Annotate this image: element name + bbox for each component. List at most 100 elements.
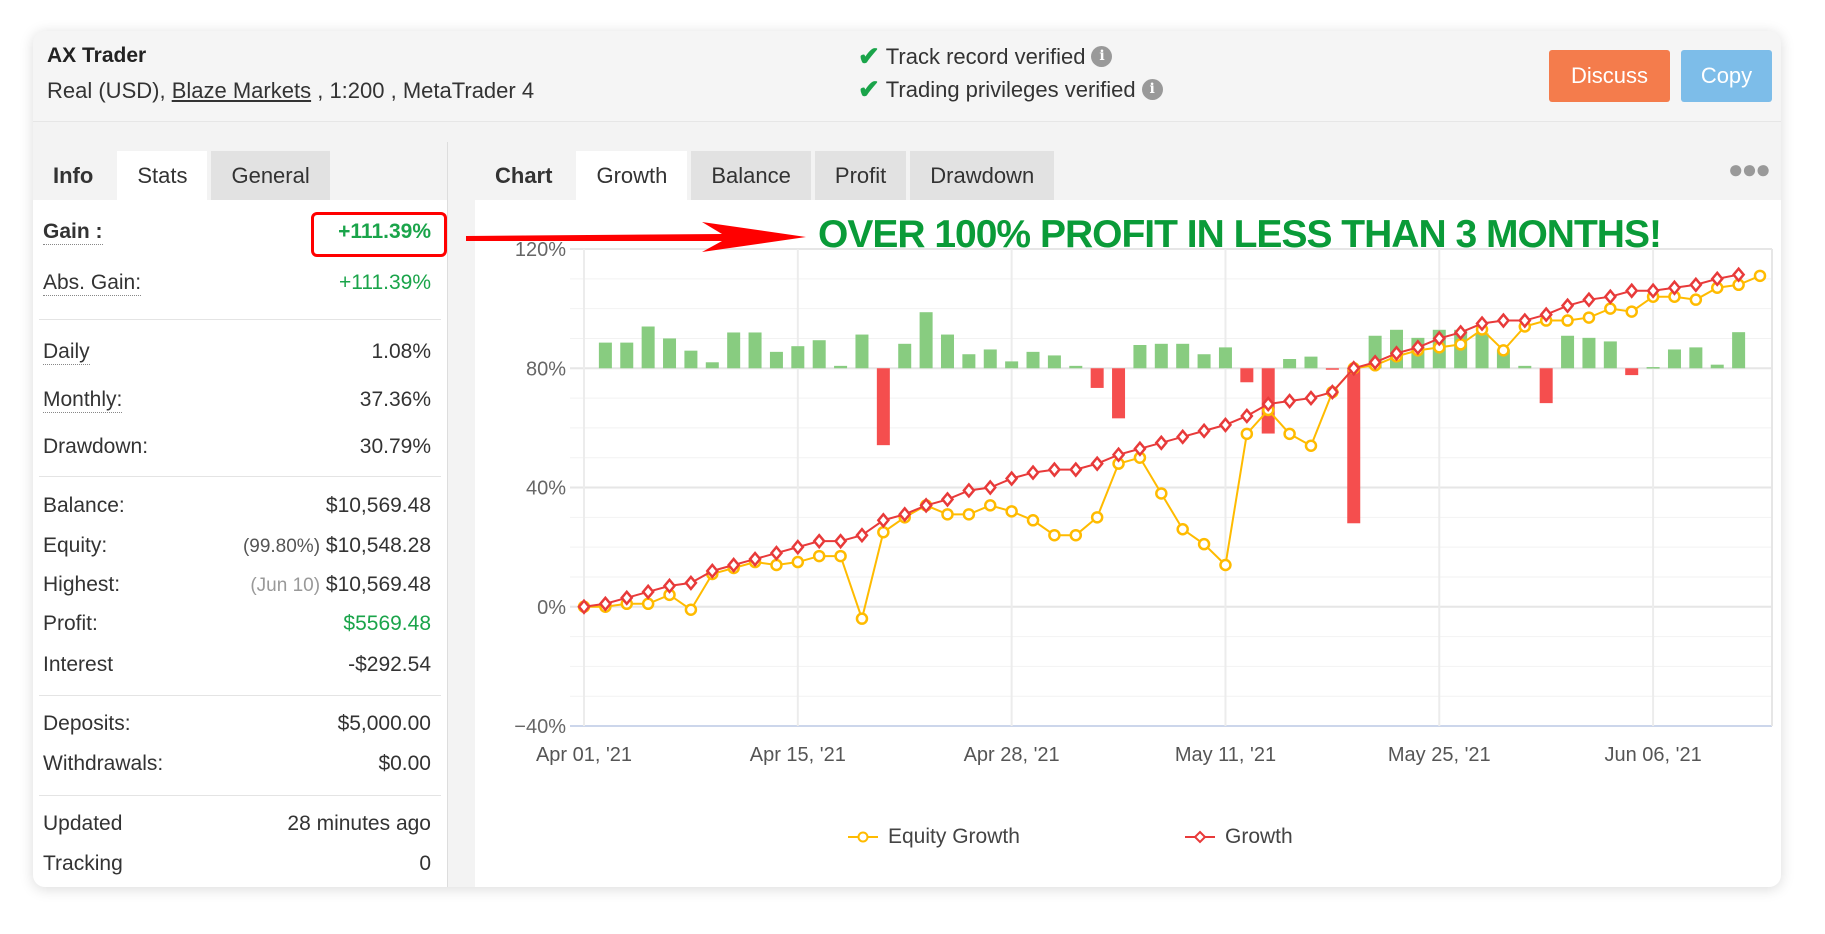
growth-point <box>1133 440 1147 457</box>
verified-label: Track record verified <box>885 43 1086 69</box>
profit-bar <box>1582 337 1596 369</box>
equity-growth-point <box>641 597 655 611</box>
stat-value: +111.39% <box>338 271 431 294</box>
growth-point <box>769 545 784 562</box>
growth-point <box>812 533 826 550</box>
divider <box>39 795 441 796</box>
annotation-arrow <box>466 222 806 252</box>
growth-point <box>1347 360 1361 377</box>
equity-growth-point <box>1048 528 1061 542</box>
tab-profit[interactable]: Profit <box>814 151 907 200</box>
stat-label: Deposits: <box>43 712 131 735</box>
equity-growth-point <box>855 612 869 625</box>
stats-panel: Info Stats General Gain : +111.39% Abs. G… <box>33 142 448 887</box>
tab-info[interactable]: Info <box>53 162 94 188</box>
profit-bar <box>1347 368 1361 524</box>
growth-point <box>791 539 805 556</box>
profit-bar <box>940 334 954 369</box>
tab-drawdown[interactable]: Drawdown <box>910 151 1055 200</box>
growth-point <box>1582 291 1596 308</box>
equity-growth-point <box>1197 537 1211 551</box>
stat-value: $10,548.28 <box>325 534 431 557</box>
stat-tracking: Tracking 0 <box>43 849 431 879</box>
growth-point <box>1282 393 1297 409</box>
stat-value: 37.36% <box>359 388 431 411</box>
info-icon[interactable]: i <box>1091 46 1113 67</box>
more-options-icon[interactable]: ●●● <box>1727 154 1771 184</box>
info-icon[interactable]: i <box>1141 79 1163 100</box>
profit-bar <box>1325 368 1339 370</box>
tab-general[interactable]: General <box>211 151 330 200</box>
legend-equity-growth[interactable]: Equity Growth <box>848 825 1020 849</box>
stat-label: Monthly: <box>43 387 123 413</box>
profit-bar <box>1304 356 1318 369</box>
stat-daily: Daily 1.08% <box>43 337 431 367</box>
equity-growth-point <box>1176 522 1189 536</box>
profit-bar <box>1689 347 1703 369</box>
profit-bar <box>834 365 848 369</box>
growth-point <box>1689 276 1703 293</box>
x-tick-label: Apr 15, '21 <box>750 744 846 766</box>
profit-bar <box>876 368 890 446</box>
stat-label: Profit: <box>43 612 98 635</box>
tab-growth[interactable]: Growth <box>576 151 688 200</box>
profit-bar <box>1069 365 1083 369</box>
stat-value: 0 <box>419 852 431 875</box>
broker-link[interactable]: Blaze Markets <box>171 78 312 103</box>
profit-bar <box>1154 343 1168 369</box>
legend-circle-marker-icon <box>848 831 878 843</box>
profit-bar <box>684 350 698 369</box>
profit-bar <box>855 334 869 369</box>
stat-label: Balance: <box>43 494 125 517</box>
divider <box>39 695 441 696</box>
discuss-button[interactable]: Discuss <box>1549 50 1670 102</box>
equity-growth-point <box>1240 427 1254 441</box>
stat-value: 30.79% <box>359 435 431 458</box>
growth-point <box>833 533 848 550</box>
profit-bar <box>812 340 826 369</box>
x-tick-label: Jun 06, '21 <box>1604 744 1701 766</box>
growth-point <box>1646 282 1660 299</box>
stat-label: Tracking <box>43 852 123 875</box>
stat-label: Interest <box>43 653 114 676</box>
growth-point <box>1475 315 1489 332</box>
stat-deposits: Deposits: $5,000.00 <box>43 709 431 739</box>
growth-point <box>1389 345 1404 362</box>
tab-stats[interactable]: Stats <box>117 151 208 200</box>
growth-point <box>1560 297 1575 314</box>
y-tick-label: 40% <box>526 478 566 500</box>
stat-profit: Profit: $5569.48 <box>43 609 431 639</box>
copy-button[interactable]: Copy <box>1681 50 1772 102</box>
legend-growth[interactable]: Growth <box>1185 825 1293 849</box>
stat-note: (99.80%) <box>242 536 321 557</box>
equity-growth-point <box>1582 311 1596 324</box>
growth-point <box>1090 455 1104 472</box>
account-header: AX Trader Real (USD), Blaze Markets , 1:… <box>33 31 1781 122</box>
tab-balance[interactable]: Balance <box>691 151 811 200</box>
y-tick-label: 120% <box>515 239 566 261</box>
stat-withdrawals: Withdrawals: $0.00 <box>43 749 431 779</box>
equity-growth-point <box>1283 427 1296 441</box>
tab-chart[interactable]: Chart <box>495 162 553 188</box>
growth-point <box>898 506 912 523</box>
stat-value: +111.39% <box>338 220 431 243</box>
growth-point <box>1518 312 1532 329</box>
account-details: Real (USD), Blaze Markets , 1:200 , Meta… <box>47 78 534 104</box>
account-title: AX Trader <box>47 44 147 67</box>
growth-point <box>1625 282 1639 299</box>
profit-bar <box>1646 367 1660 369</box>
equity-growth-point <box>1753 269 1767 283</box>
growth-point <box>1197 422 1211 439</box>
equity-growth-point <box>1304 439 1318 453</box>
chart-panel: Chart Growth Balance Profit Drawdown ●●●… <box>475 142 1781 887</box>
stat-equity: Equity: (99.80%) $10,548.28 <box>43 531 431 561</box>
profit-bar <box>727 332 741 369</box>
stat-value: 1.08% <box>371 340 431 363</box>
divider <box>39 319 441 320</box>
growth-point <box>620 589 634 606</box>
growth-point <box>1176 428 1190 445</box>
stat-monthly: Monthly: 37.36% <box>43 385 431 415</box>
profit-bar <box>1005 361 1019 369</box>
equity-growth-point <box>877 525 890 539</box>
